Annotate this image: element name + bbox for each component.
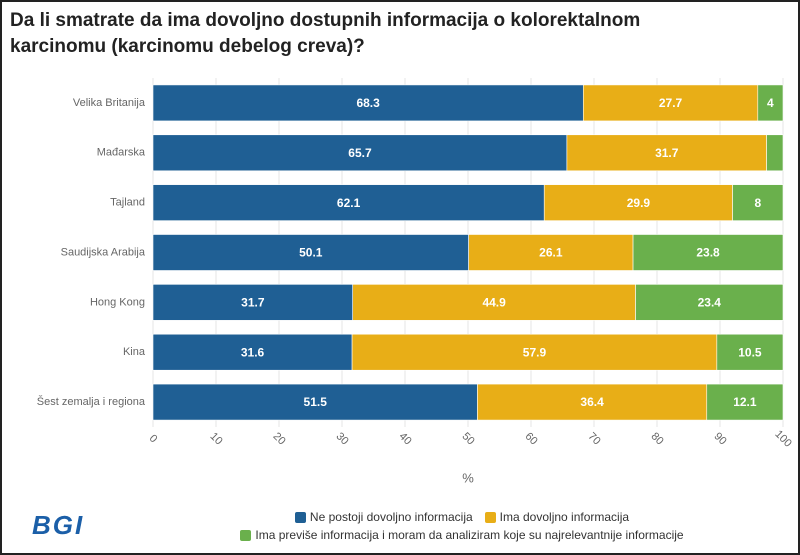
bar-segment — [468, 234, 634, 271]
data-label: 10.5 — [738, 345, 762, 359]
bar-segment — [152, 383, 478, 421]
logo: BGI — [32, 510, 85, 540]
x-tick-label: 10 — [207, 430, 224, 447]
x-tick-label: 70 — [585, 430, 602, 447]
bar-segment — [543, 184, 733, 221]
data-label: 68.3 — [356, 96, 380, 110]
data-label: 50.1 — [299, 246, 323, 260]
data-label: 4 — [767, 96, 774, 110]
bar-segment — [766, 134, 784, 172]
bar-segment — [152, 134, 568, 172]
bar-segment — [632, 234, 784, 271]
data-label: 57.9 — [523, 345, 547, 359]
x-axis-label: % — [462, 470, 474, 485]
bar-segment — [152, 333, 353, 371]
data-label: 26.1 — [539, 246, 563, 260]
bar-segment — [582, 84, 759, 122]
y-tick-label: Velika Britanija — [73, 97, 146, 109]
y-tick-label: Kina — [123, 346, 146, 358]
legend-item[interactable]: Ne postoji dovoljno informacija — [294, 510, 473, 524]
data-label: 31.7 — [655, 146, 679, 160]
y-tick-label: Mađarska — [97, 147, 146, 159]
x-tick-label: 0 — [147, 433, 160, 446]
legend-swatch — [294, 511, 306, 523]
data-label: 51.5 — [304, 395, 328, 409]
x-tick-label: 60 — [522, 430, 539, 447]
bar-segment — [706, 383, 784, 421]
bar-segment — [635, 284, 784, 321]
data-label: 8 — [754, 196, 761, 210]
data-label: 31.7 — [241, 296, 265, 310]
bar-segment — [152, 84, 584, 122]
legend-item[interactable]: Ima previše informacija i moram da anali… — [240, 528, 684, 542]
bar-segment — [352, 284, 636, 321]
x-tick-label: 20 — [270, 430, 287, 447]
x-tick-label: 30 — [333, 430, 350, 447]
y-tick-label: Hong Kong — [90, 296, 145, 308]
legend: Ne postoji dovoljno informacija Ima dovol… — [162, 510, 762, 542]
legend-label: Ima previše informacija i moram da anali… — [255, 528, 684, 542]
data-label: 12.1 — [733, 395, 757, 409]
legend-swatch — [484, 511, 496, 523]
data-label: 27.7 — [659, 96, 683, 110]
legend-label: Ima dovoljno informacija — [499, 510, 630, 524]
x-tick-label: 90 — [711, 430, 728, 447]
data-label: 23.8 — [696, 246, 720, 260]
bar-segment — [152, 184, 545, 221]
y-tick-label: Šest zemalja i regiona — [37, 395, 146, 408]
chart-title: Da li smatrate da ima dovoljno dostupnih… — [10, 10, 641, 57]
bar-segment — [477, 383, 708, 421]
data-label: 29.9 — [627, 196, 651, 210]
y-tick-label: Tajland — [110, 197, 145, 209]
bar-segment — [757, 84, 784, 122]
data-label: 62.1 — [337, 196, 361, 210]
data-label: 65.7 — [348, 146, 372, 160]
bar-segment — [152, 234, 469, 271]
legend-swatch — [240, 529, 252, 541]
data-label: 31.6 — [241, 345, 265, 359]
data-label: 44.9 — [482, 296, 506, 310]
y-tick-label: Saudijska Arabija — [61, 246, 146, 258]
data-label: 23.4 — [698, 296, 722, 310]
bar-segment — [351, 333, 718, 371]
legend-item[interactable]: Ima dovoljno informacija — [484, 510, 630, 524]
legend-label: Ne postoji dovoljno informacija — [309, 510, 473, 524]
x-tick-label: 100 — [772, 428, 793, 449]
bar-segment — [716, 333, 784, 371]
bar-segment — [732, 184, 784, 221]
x-tick-label: 40 — [396, 430, 413, 447]
x-tick-label: 80 — [648, 430, 665, 447]
data-label: 36.4 — [580, 395, 604, 409]
bar-segment — [566, 134, 767, 172]
bar-segment — [152, 284, 354, 321]
x-tick-label: 50 — [459, 430, 476, 447]
